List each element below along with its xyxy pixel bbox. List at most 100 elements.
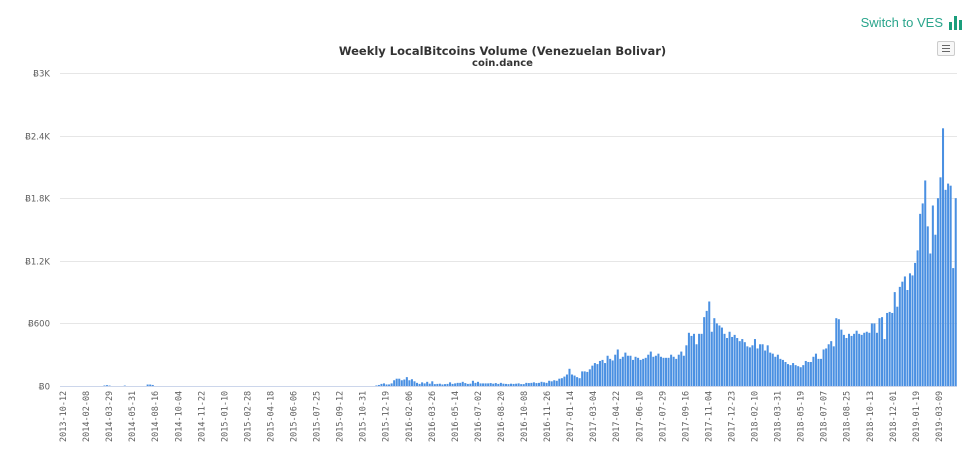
bar[interactable]	[670, 354, 673, 386]
bar[interactable]	[690, 335, 693, 386]
bar[interactable]	[723, 333, 726, 386]
bar[interactable]	[512, 383, 515, 386]
bar[interactable]	[916, 250, 919, 386]
bar[interactable]	[377, 384, 380, 386]
bar[interactable]	[860, 334, 863, 386]
bar[interactable]	[708, 301, 711, 386]
bar[interactable]	[784, 362, 787, 386]
bar[interactable]	[591, 365, 594, 386]
bar[interactable]	[809, 362, 812, 386]
bar[interactable]	[637, 357, 640, 386]
bar[interactable]	[698, 333, 701, 386]
bar[interactable]	[870, 323, 873, 386]
bar[interactable]	[685, 345, 688, 386]
bar[interactable]	[830, 341, 833, 386]
bar[interactable]	[787, 364, 790, 386]
bar[interactable]	[626, 355, 629, 386]
bar[interactable]	[873, 323, 876, 386]
bar[interactable]	[802, 365, 805, 386]
bar[interactable]	[418, 383, 421, 386]
bar[interactable]	[545, 382, 548, 386]
bar[interactable]	[726, 338, 729, 386]
bar[interactable]	[914, 262, 917, 386]
bar[interactable]	[634, 356, 637, 386]
bar[interactable]	[560, 378, 563, 386]
bar[interactable]	[799, 367, 802, 386]
bar[interactable]	[619, 358, 622, 386]
bar[interactable]	[837, 319, 840, 386]
bar[interactable]	[492, 383, 495, 386]
bar[interactable]	[835, 318, 838, 386]
bar[interactable]	[662, 357, 665, 386]
bar[interactable]	[464, 383, 467, 386]
bar[interactable]	[604, 363, 607, 386]
bar[interactable]	[443, 384, 446, 386]
bar[interactable]	[753, 339, 756, 386]
bar[interactable]	[398, 378, 401, 386]
bar[interactable]	[446, 383, 449, 386]
bar[interactable]	[746, 346, 749, 386]
bar[interactable]	[390, 383, 393, 386]
bar[interactable]	[845, 338, 848, 386]
bar[interactable]	[700, 333, 703, 386]
bar[interactable]	[766, 345, 769, 386]
bar[interactable]	[891, 312, 894, 386]
bar[interactable]	[858, 333, 861, 386]
bar[interactable]	[936, 198, 939, 386]
bar[interactable]	[820, 358, 823, 386]
bar[interactable]	[466, 383, 469, 386]
chart-menu-button[interactable]	[937, 41, 955, 56]
bar[interactable]	[149, 384, 152, 386]
bar[interactable]	[469, 383, 472, 386]
bar[interactable]	[558, 378, 561, 386]
bar[interactable]	[954, 198, 957, 386]
bar[interactable]	[881, 317, 884, 386]
bar[interactable]	[474, 382, 477, 386]
bar[interactable]	[459, 382, 462, 386]
switch-to-ves-link[interactable]: Switch to VES	[861, 15, 962, 30]
bar[interactable]	[629, 355, 632, 386]
bar[interactable]	[657, 353, 660, 386]
bar[interactable]	[494, 383, 497, 386]
bar[interactable]	[736, 338, 739, 386]
bar[interactable]	[888, 311, 891, 386]
bar[interactable]	[751, 345, 754, 386]
bar[interactable]	[578, 378, 581, 386]
bar[interactable]	[875, 332, 878, 386]
bar[interactable]	[886, 312, 889, 386]
bar[interactable]	[832, 346, 835, 386]
bar[interactable]	[489, 383, 492, 386]
bar[interactable]	[393, 380, 396, 386]
bar[interactable]	[878, 318, 881, 386]
bar[interactable]	[644, 357, 647, 386]
bar[interactable]	[855, 330, 858, 386]
bar[interactable]	[515, 383, 518, 386]
bar[interactable]	[908, 273, 911, 386]
bar[interactable]	[682, 355, 685, 386]
bar[interactable]	[919, 213, 922, 386]
bar[interactable]	[103, 385, 106, 386]
bar[interactable]	[616, 349, 619, 386]
bar[interactable]	[718, 325, 721, 386]
bar[interactable]	[601, 359, 604, 386]
bar[interactable]	[728, 331, 731, 386]
bar[interactable]	[850, 335, 853, 386]
bar[interactable]	[847, 333, 851, 386]
bar[interactable]	[649, 351, 652, 386]
bar[interactable]	[449, 382, 452, 386]
bar[interactable]	[952, 268, 955, 386]
bar[interactable]	[947, 183, 950, 386]
bar[interactable]	[764, 350, 767, 386]
bar[interactable]	[614, 354, 617, 386]
bar[interactable]	[502, 383, 505, 386]
bar[interactable]	[842, 334, 845, 386]
bar[interactable]	[525, 382, 528, 386]
bar[interactable]	[779, 358, 782, 386]
bar[interactable]	[385, 384, 388, 386]
bar[interactable]	[151, 384, 154, 386]
bar[interactable]	[479, 383, 482, 386]
bar[interactable]	[421, 382, 424, 386]
bar[interactable]	[571, 374, 574, 386]
bar[interactable]	[433, 384, 436, 386]
bar[interactable]	[944, 189, 947, 386]
